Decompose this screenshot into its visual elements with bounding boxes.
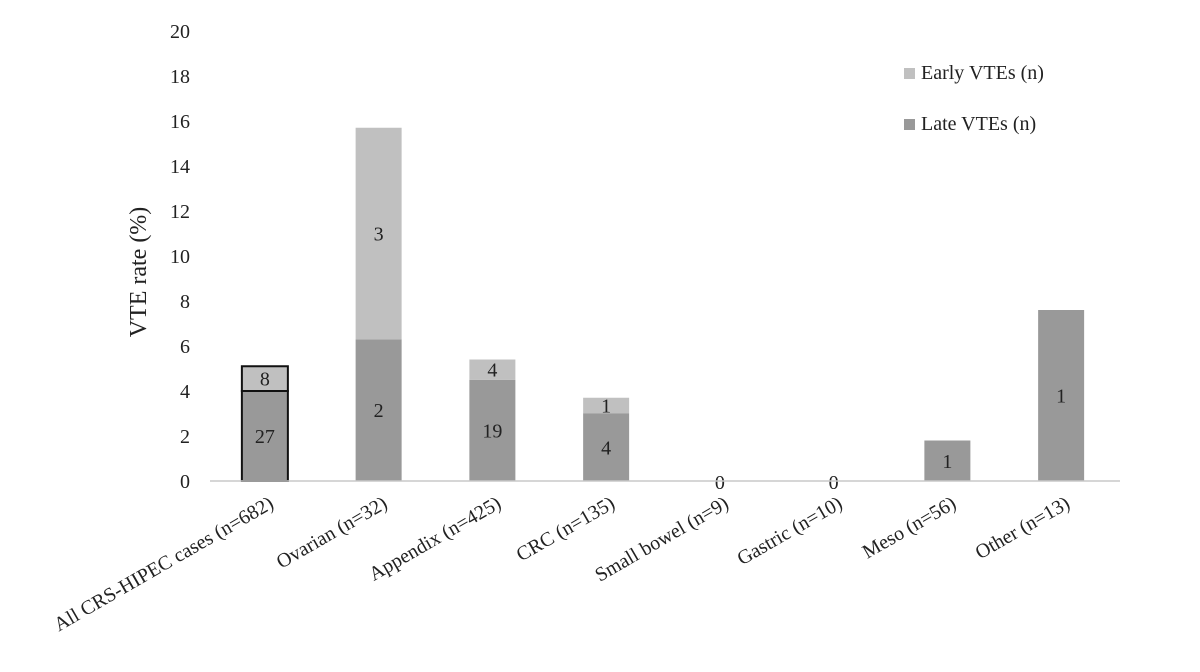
legend-swatch bbox=[904, 119, 915, 130]
data-label: 1 bbox=[601, 396, 611, 418]
bar-segment bbox=[924, 440, 971, 481]
data-label: 0 bbox=[715, 472, 725, 494]
y-tick-label: 10 bbox=[170, 246, 190, 268]
y-tick-label: 14 bbox=[170, 156, 190, 178]
data-label: 4 bbox=[487, 360, 497, 382]
x-tick-label: Other (n=13) bbox=[972, 492, 1074, 564]
x-tick-label: Gastric (n=10) bbox=[733, 492, 846, 570]
bar-segment bbox=[583, 397, 630, 414]
data-label: 1 bbox=[942, 451, 952, 473]
y-axis-title: VTE rate (%) bbox=[126, 207, 152, 338]
y-tick-label: 12 bbox=[170, 201, 190, 223]
y-tick-label: 8 bbox=[180, 291, 190, 313]
bar-segment bbox=[355, 339, 402, 481]
legend: Early VTEs (n) Late VTEs (n) bbox=[904, 62, 1044, 135]
bar-segment bbox=[469, 359, 516, 380]
data-label: 0 bbox=[829, 472, 839, 494]
y-tick-label: 20 bbox=[170, 21, 190, 43]
x-tick-label: Meso (n=56) bbox=[859, 492, 960, 563]
data-label: 27 bbox=[255, 426, 275, 448]
legend-label: Early VTEs (n) bbox=[921, 62, 1044, 84]
legend-label: Late VTEs (n) bbox=[921, 113, 1036, 135]
y-tick-label: 4 bbox=[180, 381, 190, 403]
legend-swatch bbox=[904, 68, 915, 79]
data-label: 3 bbox=[374, 224, 384, 246]
data-label: 8 bbox=[260, 369, 270, 391]
bar-segment bbox=[1038, 310, 1085, 481]
data-label: 1 bbox=[1056, 386, 1066, 408]
bar-segment bbox=[240, 365, 289, 392]
bar-segment bbox=[355, 127, 402, 340]
y-axis-ticks: 0 2 4 6 8 10 12 14 16 18 20 bbox=[170, 21, 190, 493]
y-tick-label: 16 bbox=[170, 111, 190, 133]
bar-segment bbox=[583, 413, 630, 481]
data-label: 19 bbox=[482, 420, 502, 442]
bar-segment bbox=[469, 379, 516, 481]
bar-segment bbox=[240, 390, 289, 482]
y-tick-label: 18 bbox=[170, 66, 190, 88]
x-axis-labels: All CRS-HIPEC cases (n=682)Ovarian (n=32… bbox=[50, 492, 1073, 636]
data-label: 2 bbox=[374, 400, 384, 422]
y-tick-label: 6 bbox=[180, 336, 190, 358]
y-tick-label: 2 bbox=[180, 426, 190, 448]
x-tick-label: All CRS-HIPEC cases (n=682) bbox=[50, 492, 277, 636]
data-label: 4 bbox=[601, 437, 611, 459]
x-tick-label: CRC (n=135) bbox=[513, 492, 619, 566]
y-tick-label: 0 bbox=[180, 471, 190, 493]
bars: 27 8 2 3 19 4 4 1 0 0 1 1 bbox=[240, 127, 1085, 494]
